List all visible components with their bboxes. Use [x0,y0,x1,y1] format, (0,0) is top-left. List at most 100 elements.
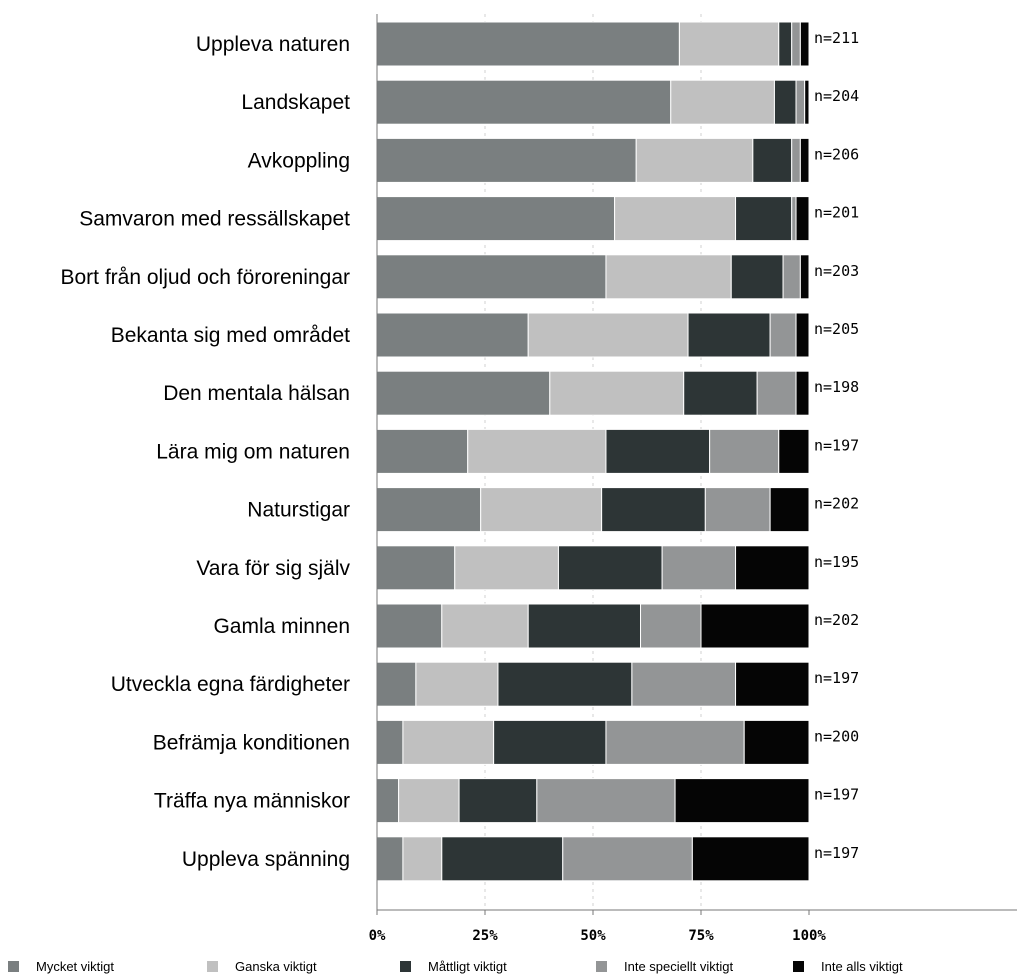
bar-segment-4-2 [614,196,737,242]
bar-segment-6-5 [795,312,810,358]
bar-segment-2-2 [670,79,775,125]
x-tick-label: 0% [369,928,386,944]
bar-segment-14-2 [398,778,460,824]
bar-segment-15-4 [562,836,693,882]
n-label: n=198 [814,378,859,396]
n-label: n=206 [814,145,859,163]
bar-segment-15-5 [691,836,810,882]
bar-segment-2-4 [795,79,806,125]
bar-segment-1-1 [376,21,680,67]
bar-segment-8-1 [376,428,469,474]
bar-segment-12-5 [735,661,810,707]
n-label: n=197 [814,436,859,454]
bar-segment-10-5 [735,545,810,591]
bar-segment-5-4 [782,254,801,300]
legend-label: Inte speciellt viktigt [624,959,733,974]
bar-segment-3-3 [752,137,793,183]
legend-swatch [400,961,411,972]
bar-segment-8-4 [709,428,780,474]
bar-segment-14-1 [376,778,400,824]
bar-segment-7-2 [549,370,685,416]
bar-segment-4-4 [791,196,797,242]
n-label: n=205 [814,320,859,338]
bar-segment-6-4 [769,312,797,358]
bar-segment-1-5 [799,21,810,67]
n-label: n=195 [814,553,859,571]
n-label: n=200 [814,727,859,745]
bar-segment-13-5 [743,719,810,765]
bar-segment-8-5 [778,428,810,474]
bar-segment-1-3 [778,21,793,67]
category-label: Lära mig om naturen [156,440,350,463]
bar-segment-1-2 [678,21,780,67]
bar-segment-6-2 [527,312,689,358]
bar-segment-6-1 [376,312,529,358]
n-labels: n=211 n=204 n=206 n=201 n=203 n=205 n=198 n=197… [814,29,859,862]
bar-segment-12-4 [631,661,737,707]
bar-segment-4-3 [735,196,793,242]
bar-segment-1-4 [791,21,801,67]
bar-segment-8-2 [467,428,607,474]
bar-segment-12-2 [415,661,499,707]
x-tick-label: 25% [472,928,498,944]
legend-swatch [207,961,218,972]
category-label: Den mentala hälsan [163,382,350,405]
bar-segment-15-3 [441,836,564,882]
category-label: Samvaron med ressällskapet [79,208,350,231]
bar-segment-12-3 [497,661,633,707]
bar-segment-15-2 [402,836,443,882]
bar-segment-5-2 [605,254,732,300]
bar-segment-10-4 [661,545,737,591]
bar-segment-9-5 [769,487,810,533]
bar-segment-15-1 [376,836,404,882]
bar-segment-2-5 [804,79,810,125]
bar-segment-14-3 [458,778,538,824]
bar-segment-5-5 [799,254,810,300]
bar-segment-3-5 [799,137,810,183]
bar-series [376,21,810,882]
legend-label: Måttligt viktigt [428,959,507,974]
bar-segment-11-4 [640,603,702,649]
category-label: Vara för sig själv [196,557,350,580]
bar-segment-3-1 [376,137,637,183]
bar-segment-8-3 [605,428,711,474]
n-label: n=197 [814,786,859,804]
legend-label: Inte alls viktigt [821,959,903,974]
bar-segment-13-4 [605,719,745,765]
category-label: Naturstigar [247,499,350,522]
bar-segment-12-1 [376,661,417,707]
category-label: Befrämja konditionen [153,731,350,754]
category-label: Gamla minnen [213,615,350,638]
n-label: n=202 [814,611,859,629]
bar-segment-5-1 [376,254,607,300]
bar-segment-13-1 [376,719,404,765]
category-label: Avkoppling [248,149,350,172]
category-labels: Uppleva naturen Landskapet Avkoppling Samva… [61,33,351,871]
n-label: n=201 [814,204,859,222]
legend: Mycket viktigt Ganska viktigt Måttligt vik… [8,959,903,974]
bar-segment-2-1 [376,79,672,125]
bar-segment-11-1 [376,603,443,649]
bar-segment-14-4 [536,778,676,824]
bar-segment-7-5 [795,370,810,416]
n-label: n=204 [814,87,859,105]
n-label: n=202 [814,495,859,513]
bar-segment-5-3 [730,254,784,300]
category-label: Utveckla egna färdigheter [111,673,350,696]
category-label: Bekanta sig med området [111,324,350,347]
legend-label: Mycket viktigt [36,959,114,974]
bar-segment-13-2 [402,719,495,765]
bar-segment-11-2 [441,603,529,649]
bar-segment-10-1 [376,545,456,591]
bar-segment-9-1 [376,487,482,533]
x-tick-label: 75% [688,928,714,944]
category-label: Uppleva naturen [196,33,350,56]
bar-segment-14-5 [674,778,810,824]
category-label: Träffa nya människor [154,790,350,813]
bar-segment-9-3 [601,487,706,533]
bar-segment-11-3 [527,603,642,649]
x-axis: 0% 25% 50% 75% 100% [369,14,1017,944]
n-label: n=211 [814,29,859,47]
bar-segment-7-4 [756,370,797,416]
